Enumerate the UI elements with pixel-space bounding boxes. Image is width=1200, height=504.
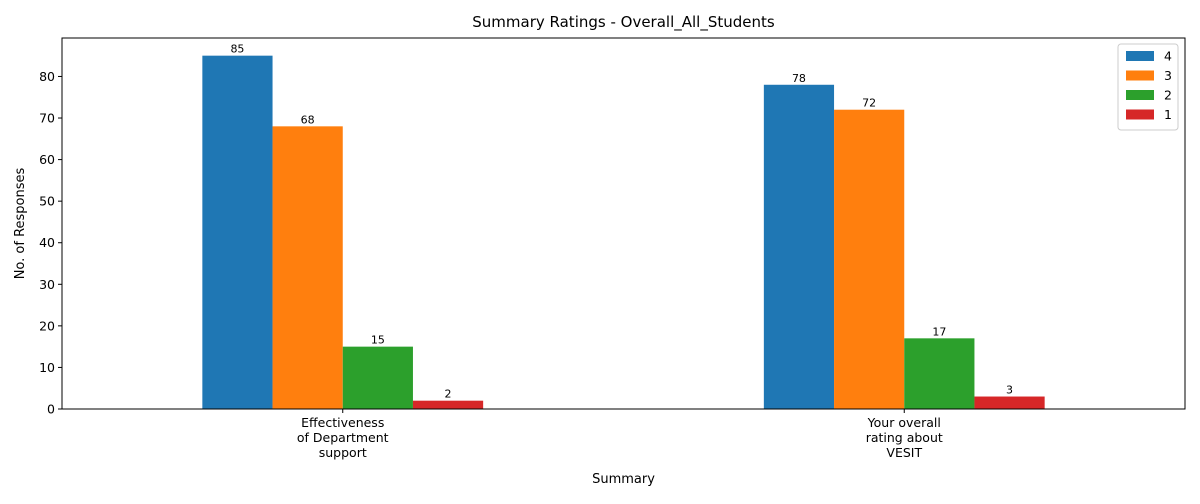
plot-area-frame <box>61 37 1186 410</box>
data-label-series-4-cat-0: 85 <box>230 43 244 56</box>
bar-series-4-cat-1 <box>763 84 835 409</box>
bars-layer <box>202 55 1045 410</box>
data-label-series-2-cat-1: 17 <box>932 325 946 338</box>
bar-series-4-cat-0 <box>202 55 273 410</box>
legend-label-2: 2 <box>1164 88 1172 103</box>
legend-swatch-2 <box>1126 90 1154 100</box>
y-tick-label: 20 <box>39 318 55 333</box>
legend-label-3: 3 <box>1164 68 1172 83</box>
legend-label-4: 4 <box>1164 49 1172 64</box>
legend-swatch-3 <box>1126 70 1154 81</box>
bar-series-1-cat-1 <box>974 396 1045 409</box>
data-label-series-4-cat-1: 78 <box>792 72 806 85</box>
y-tick-label: 80 <box>39 69 55 84</box>
legend-box <box>1117 43 1179 131</box>
legend-label-1: 1 <box>1164 107 1172 122</box>
legend: 4 3 2 1 <box>1117 43 1179 131</box>
data-labels-layer: 85 78 68 72 15 17 2 3 <box>230 43 1013 401</box>
bar-series-2-cat-0 <box>342 346 413 409</box>
y-tick-label: 30 <box>39 277 55 292</box>
y-axis: 0 10 20 30 40 50 60 70 80 <box>39 69 62 417</box>
y-tick-label: 10 <box>39 360 55 375</box>
data-label-series-1-cat-0: 2 <box>445 388 452 401</box>
data-label-series-1-cat-1: 3 <box>1006 384 1013 397</box>
y-axis-label: No. of Responses <box>13 167 28 279</box>
y-tick-label: 0 <box>47 402 55 417</box>
y-tick-label: 70 <box>39 111 55 126</box>
legend-swatch-1 <box>1126 109 1154 120</box>
data-label-series-3-cat-0: 68 <box>301 113 315 126</box>
data-label-series-3-cat-1: 72 <box>862 97 876 110</box>
x-axis-label: Summary <box>592 472 655 487</box>
legend-swatch-4 <box>1126 51 1154 61</box>
bar-series-2-cat-1 <box>904 338 975 409</box>
bar-series-1-cat-0 <box>412 400 484 409</box>
x-axis: Effectiveness of Department support Your ov… <box>297 409 943 460</box>
bar-series-3-cat-0 <box>272 126 343 409</box>
y-tick-label: 50 <box>39 194 55 209</box>
data-label-series-2-cat-0: 15 <box>371 334 385 347</box>
x-tick-label-cat-1: Your overall rating about VESIT <box>866 415 943 460</box>
y-tick-label: 40 <box>39 235 55 250</box>
bar-series-3-cat-1 <box>834 109 905 410</box>
x-tick-label-cat-0: Effectiveness of Department support <box>297 415 389 460</box>
chart-title: Summary Ratings - Overall_All_Students <box>472 13 775 32</box>
y-tick-label: 60 <box>39 152 55 167</box>
